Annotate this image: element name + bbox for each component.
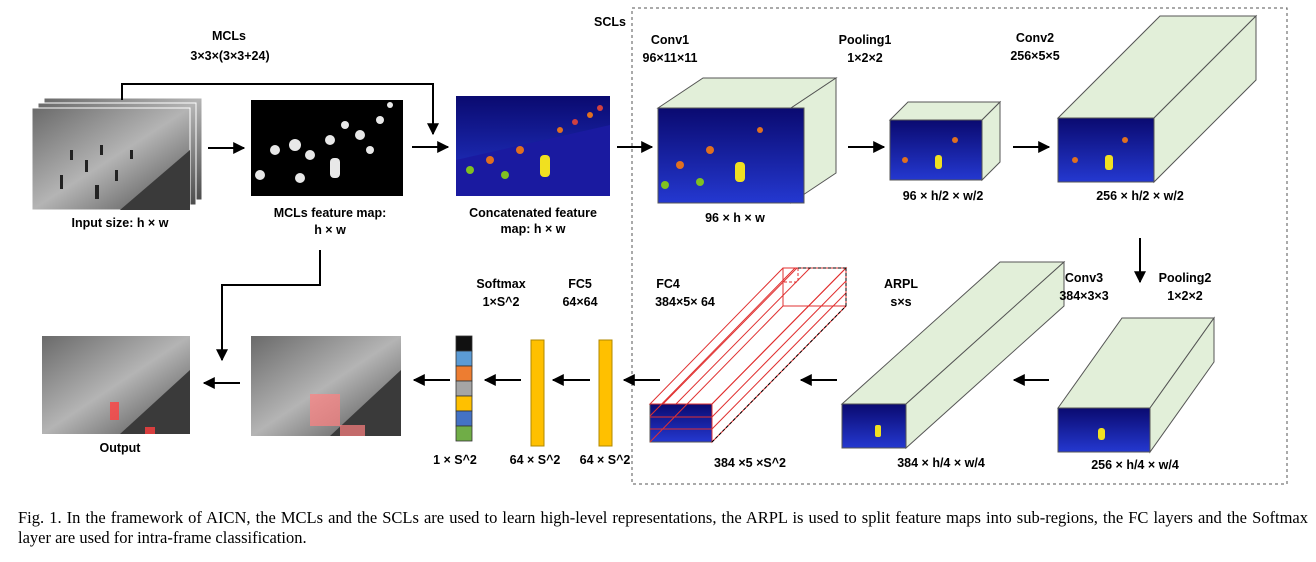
fc5-output-bar	[530, 339, 545, 447]
mcls-label: MCLs	[211, 29, 247, 43]
fc5-dims: 64×64	[562, 295, 598, 309]
output-image	[42, 336, 190, 434]
arpl-label: ARPL	[883, 277, 919, 291]
pool1-dims: 1×2×2	[847, 51, 883, 65]
fc4-label: FC4	[656, 277, 680, 291]
pool2-label: Pooling2	[1158, 271, 1212, 285]
pool2-dims: 1×2×2	[1167, 289, 1203, 303]
fc4-out: 384 ×5 ×S^2	[714, 456, 786, 470]
arpl-dims: s×s	[890, 295, 912, 309]
softmax-out: 1 × S^2	[433, 453, 477, 467]
mcls-feature-map	[251, 100, 403, 196]
fc4-bar-out: 64 × S^2	[579, 453, 631, 467]
fc5-label: FC5	[568, 277, 592, 291]
conv3-dims: 384×3×3	[1059, 289, 1109, 303]
concatenated-feature-map	[456, 96, 610, 196]
conv1-block	[656, 77, 838, 204]
conv1-dims: 96×11×11	[642, 51, 698, 65]
concat-dims: map: h × w	[500, 222, 566, 236]
scls-label: SCLs	[594, 15, 626, 29]
pooling2-block	[1057, 316, 1215, 454]
softmax-dims: 1×S^2	[482, 295, 520, 309]
concat-title: Concatenated feature	[469, 206, 597, 220]
conv3-label: Conv3	[1064, 271, 1104, 285]
pool2-out: 256 × h/4 × w/4	[1091, 458, 1179, 472]
pool1-out: 96 × h/2 × w/2	[902, 189, 984, 203]
input-size-label: Input size: h × w	[71, 216, 169, 230]
figure-caption: Fig. 1. In the framework of AICN, the MC…	[18, 508, 1308, 547]
conv1-label: Conv1	[650, 33, 690, 47]
pool1-label: Pooling1	[838, 33, 892, 47]
mcls-map-dims: h × w	[314, 223, 346, 237]
fc4-output-bar	[598, 339, 613, 447]
aicn-framework-diagram	[31, 7, 1288, 485]
conv2-out: 256 × h/2 × w/2	[1096, 189, 1184, 203]
fc5-bar-out: 64 × S^2	[509, 453, 561, 467]
conv2-label: Conv2	[1015, 31, 1055, 45]
pooling1-block	[888, 100, 1002, 182]
fc4-block	[648, 266, 848, 444]
mcls-map-title: MCLs feature map:	[273, 206, 387, 220]
arpl-block	[840, 260, 1066, 450]
scls-region	[631, 7, 1288, 485]
conv1-out: 96 × h × w	[705, 211, 765, 225]
arrows	[121, 83, 1146, 389]
input-image-stack	[31, 97, 203, 211]
softmax-label: Softmax	[476, 277, 526, 291]
fc4-dims: 384×5× 64	[655, 295, 715, 309]
conv2-dims: 256×5×5	[1010, 49, 1060, 63]
mcls-dims-label: 3×3×(3×3+24)	[190, 49, 270, 63]
conv2-block	[1056, 14, 1258, 184]
output-label: Output	[99, 441, 141, 455]
softmax-column	[455, 335, 473, 442]
arpl-out: 384 × h/4 × w/4	[897, 456, 985, 470]
output-detection-image	[251, 336, 401, 436]
